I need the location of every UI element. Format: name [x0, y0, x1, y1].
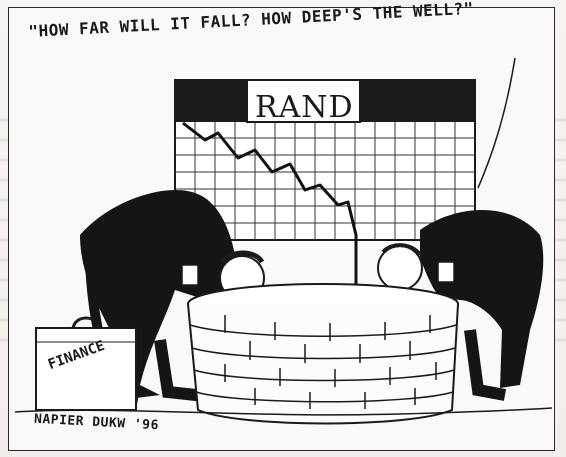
chart-title: RAND — [255, 90, 354, 125]
cartoon-frame — [8, 7, 555, 451]
